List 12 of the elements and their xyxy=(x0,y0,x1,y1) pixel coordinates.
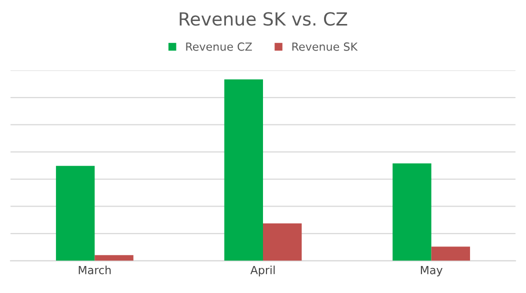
bar xyxy=(56,166,95,261)
bar xyxy=(392,163,432,261)
bar xyxy=(431,246,470,261)
legend-label: Revenue CZ xyxy=(186,42,252,51)
x-tick-label: May xyxy=(420,266,442,276)
bar xyxy=(224,79,263,261)
chart-title: Revenue SK vs. CZ xyxy=(180,12,348,26)
bar xyxy=(263,223,302,261)
legend-label: Revenue SK xyxy=(292,42,358,51)
x-tick-label: March xyxy=(78,266,111,274)
x-tick-label: April xyxy=(250,266,275,276)
bar xyxy=(94,255,134,261)
